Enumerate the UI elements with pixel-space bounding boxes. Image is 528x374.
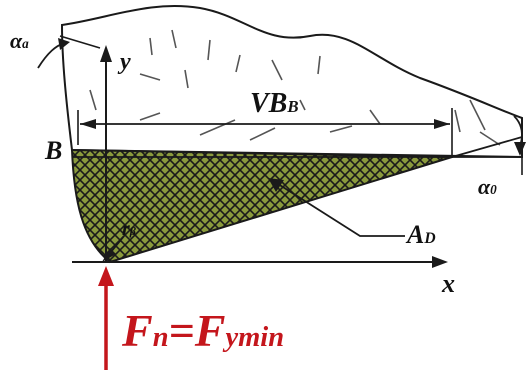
x-axis-label: x [442,269,455,298]
y-axis-arrowhead [100,45,112,62]
wear-land-area [70,148,453,264]
alpha-a-arrowhead [58,38,70,50]
area-leader-arrowhead [268,178,284,192]
area-leader-line [274,181,405,237]
r-beta-arrowhead [102,248,116,262]
alpha-0-arrowhead [514,142,526,156]
alpha-a-label: αa [10,28,29,53]
vb-arrow-right [434,119,450,129]
tool-body-texture [89,29,501,146]
tool-body-outline [60,4,523,159]
alpha-0-label: α0 [478,174,497,199]
area-label: AD [407,220,436,249]
flank-line [451,136,523,158]
point-b-label: B [45,136,63,165]
vb-arrow-left [80,119,96,129]
force-label: Fn=Fymin [122,305,285,356]
x-axis-arrowhead [432,256,448,268]
y-axis-label: y [120,49,131,75]
vb-label: VBB [250,88,299,119]
r-beta-label: rβ [122,218,136,240]
force-arrow-head [98,266,114,286]
alpha-a-ref-line [59,35,101,49]
